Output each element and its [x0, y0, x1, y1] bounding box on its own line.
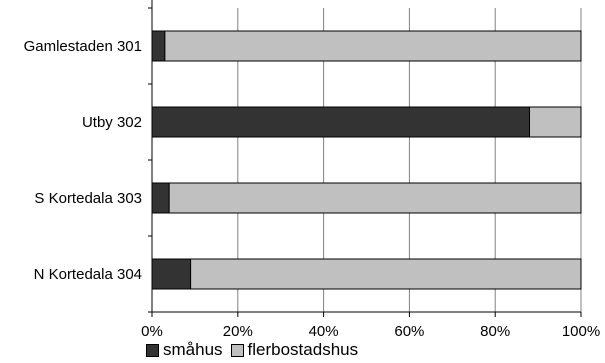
axes — [148, 0, 582, 317]
x-tick-label: 80% — [480, 323, 510, 340]
category-label: Gamlestaden 301 — [24, 38, 142, 55]
bar-segment-smahus — [151, 30, 166, 62]
legend-swatch-flerbostadshus — [230, 343, 244, 357]
bar-segment-flerbostadshus — [164, 30, 582, 62]
x-tick-label: 20% — [223, 323, 253, 340]
x-tick-label: 0% — [141, 323, 163, 340]
bar-segment-flerbostadshus — [190, 258, 582, 290]
legend-label-flerbostadshus: flerbostadshus — [247, 340, 359, 359]
category-labels: Gamlestaden 301 Utby 302 S Kortedala 303 N … — [24, 38, 142, 283]
bar-segment-smahus — [151, 182, 170, 214]
legend-item-smahus: småhus — [146, 340, 223, 360]
category-label: N Kortedala 304 — [34, 266, 142, 283]
bar-segment-smahus — [151, 106, 531, 138]
category-label: Utby 302 — [82, 114, 142, 131]
bar-segment-smahus — [151, 258, 192, 290]
legend-label-smahus: småhus — [163, 340, 223, 359]
x-tick-label: 60% — [394, 323, 424, 340]
legend-item-flerbostadshus: flerbostadshus — [230, 340, 359, 360]
x-tick-label: 100% — [562, 323, 600, 340]
bars — [151, 30, 582, 290]
x-tick-label: 40% — [309, 323, 339, 340]
x-tick-labels: 0% 20% 40% 60% 80% 100% — [141, 323, 600, 340]
legend: småhus flerbostadshus — [146, 340, 366, 360]
bar-segment-flerbostadshus — [529, 106, 582, 138]
category-label: S Kortedala 303 — [34, 190, 142, 207]
bar-segment-flerbostadshus — [168, 182, 582, 214]
legend-swatch-smahus — [146, 343, 159, 357]
